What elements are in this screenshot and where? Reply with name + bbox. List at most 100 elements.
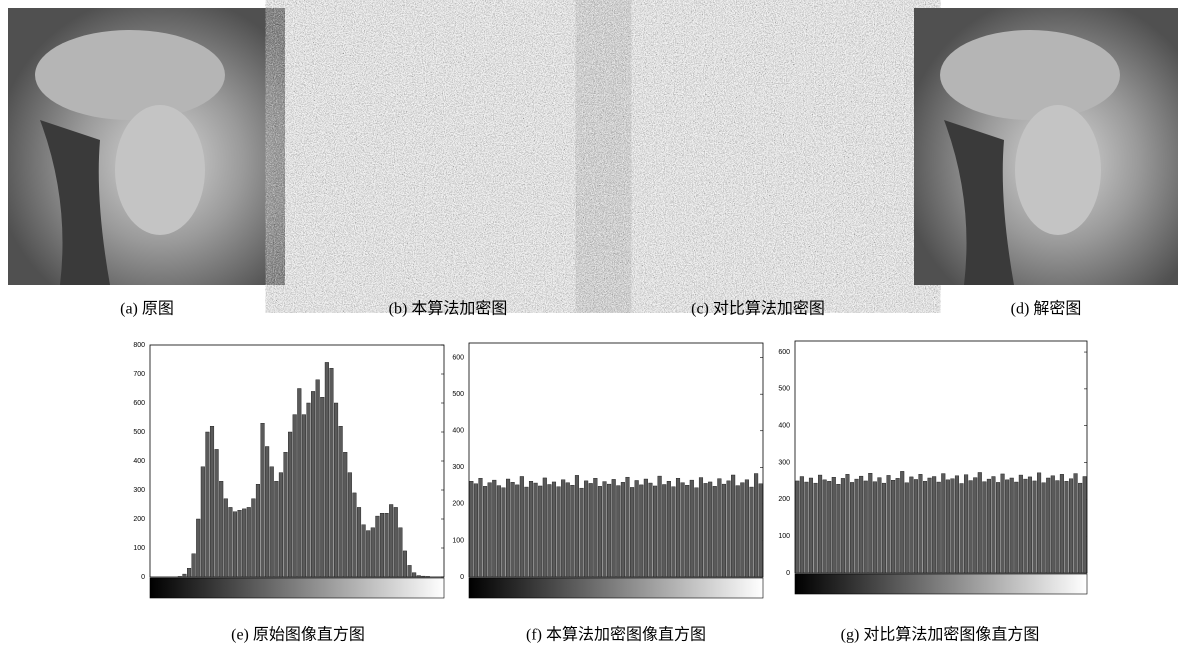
bar <box>1009 477 1014 574</box>
bar <box>338 426 343 578</box>
y-tick-label: 200 <box>778 496 790 503</box>
bar <box>205 431 210 578</box>
bar <box>177 576 182 578</box>
bar <box>795 480 800 574</box>
bar <box>524 486 529 578</box>
bar <box>986 478 991 574</box>
bar <box>196 518 201 578</box>
bar <box>854 478 859 574</box>
bar <box>242 508 247 578</box>
bar <box>982 481 987 574</box>
bar <box>936 481 941 574</box>
bar <box>712 486 717 578</box>
y-tick-label: 500 <box>133 429 145 436</box>
y-tick-label: 300 <box>133 487 145 494</box>
bar <box>182 573 187 578</box>
bar <box>574 475 579 578</box>
bar <box>1023 478 1028 574</box>
bar <box>831 477 836 574</box>
bar <box>740 482 745 578</box>
bar <box>551 481 557 578</box>
bar <box>510 482 515 578</box>
bar <box>384 513 389 578</box>
bar <box>698 477 704 578</box>
bar <box>863 480 868 574</box>
bar <box>1082 476 1087 574</box>
bar <box>754 473 759 578</box>
bar <box>731 474 736 578</box>
y-tick-label: 0 <box>460 574 464 581</box>
bar <box>379 513 385 578</box>
bar <box>533 482 538 578</box>
bar <box>343 452 348 578</box>
bar <box>950 478 955 574</box>
bar <box>361 524 366 578</box>
bar <box>1005 479 1010 574</box>
bar <box>991 476 996 574</box>
gray-scale-bar <box>468 577 764 599</box>
plot-frame <box>468 342 764 578</box>
y-tick-label: 300 <box>452 464 464 471</box>
bar <box>528 481 534 578</box>
bar <box>191 553 196 578</box>
bar <box>932 476 937 574</box>
bar <box>634 480 639 578</box>
bar <box>721 483 726 578</box>
bar <box>666 481 671 578</box>
bar <box>232 511 238 578</box>
bar <box>607 483 612 578</box>
bar <box>412 572 417 578</box>
bar <box>329 368 334 578</box>
bar <box>542 477 547 578</box>
bar <box>1069 478 1074 574</box>
bar <box>366 530 371 578</box>
bar <box>648 482 653 578</box>
bar <box>283 452 288 578</box>
encrypted-image <box>296 8 601 285</box>
bar <box>1073 473 1078 574</box>
y-tick-label: 0 <box>141 574 145 581</box>
plot-frame <box>794 340 1088 574</box>
bar <box>735 485 740 578</box>
bar <box>895 478 900 574</box>
caption: (e) 原始图像直方图 <box>231 626 365 644</box>
bar <box>255 484 260 578</box>
bar <box>1000 473 1005 574</box>
bar <box>214 449 219 578</box>
bar <box>799 476 804 574</box>
y-tick-label: 100 <box>133 545 145 552</box>
bar <box>425 576 430 578</box>
bar <box>1050 475 1055 574</box>
bar <box>744 479 749 578</box>
bar <box>1059 474 1064 574</box>
encrypted-image <box>606 8 910 285</box>
bar <box>657 475 662 578</box>
bar <box>228 507 233 578</box>
bar <box>726 480 731 578</box>
bar <box>311 391 316 578</box>
bar <box>223 498 228 578</box>
bar <box>845 474 850 574</box>
bar <box>923 481 928 574</box>
bar <box>416 575 421 578</box>
bar <box>850 482 855 574</box>
y-tick-label: 500 <box>452 391 464 398</box>
bar <box>643 478 648 578</box>
bar <box>561 479 566 578</box>
gray-scale-bar <box>149 577 445 599</box>
bar <box>891 480 896 574</box>
bar <box>320 397 325 578</box>
bar <box>941 473 946 574</box>
bar <box>616 485 621 578</box>
bar <box>375 515 380 578</box>
bar <box>565 482 570 578</box>
bar <box>620 482 625 578</box>
caption: (d) 解密图 <box>1011 300 1082 318</box>
bar <box>473 483 478 578</box>
bar <box>588 483 593 578</box>
bar <box>708 481 713 578</box>
bar <box>334 402 339 578</box>
bar <box>959 483 964 574</box>
bar <box>689 479 694 578</box>
bar <box>288 431 293 578</box>
